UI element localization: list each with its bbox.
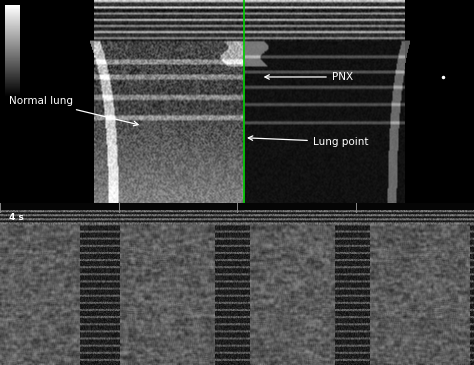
Text: Lung point: Lung point: [248, 136, 368, 147]
Text: PNX: PNX: [265, 72, 353, 82]
Text: Normal lung: Normal lung: [9, 96, 138, 126]
Text: 4 s: 4 s: [9, 213, 23, 222]
